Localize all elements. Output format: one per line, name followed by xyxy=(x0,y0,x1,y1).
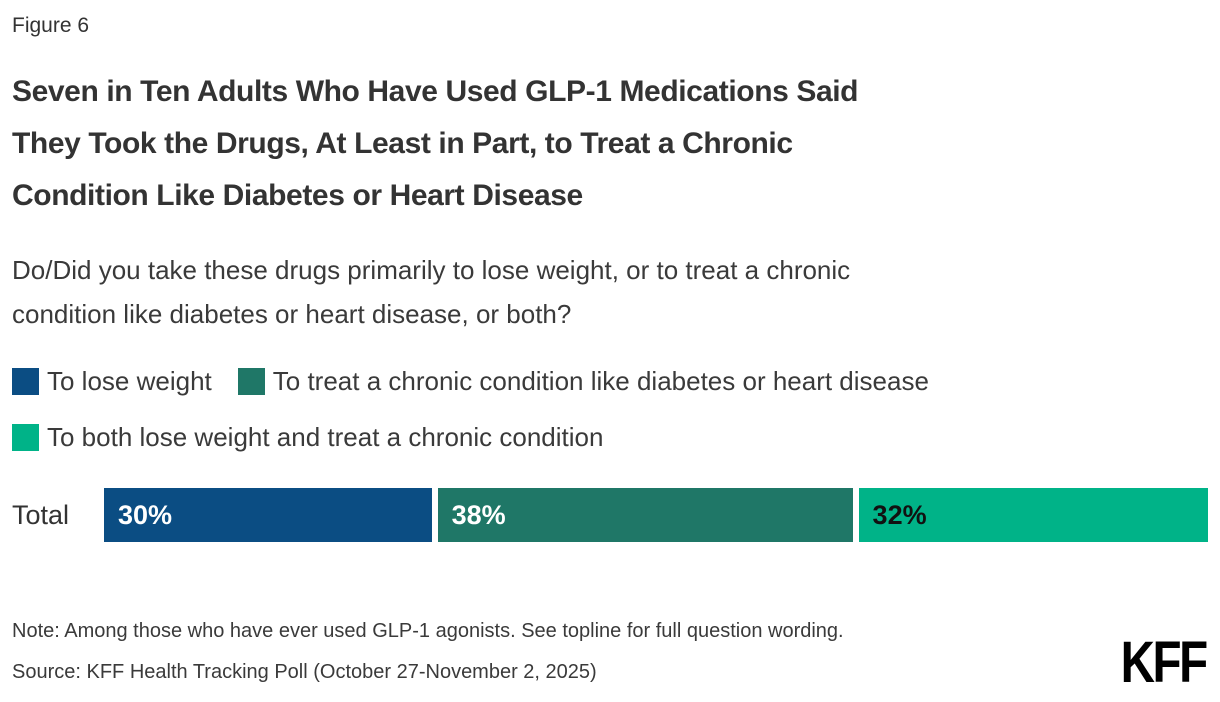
legend-swatch-icon xyxy=(12,367,39,395)
bar-segment: 38% xyxy=(437,488,853,542)
bar-value-label: 30% xyxy=(118,499,173,530)
legend-label: To treat a chronic condition like diabet… xyxy=(272,366,929,396)
bar-row: Total 30% 38% 32% xyxy=(12,488,1208,542)
source-text: Source: KFF Health Tracking Poll (Octobe… xyxy=(12,661,597,683)
legend-label: To both lose weight and treat a chronic … xyxy=(47,422,604,452)
legend-item: To lose weight xyxy=(12,366,212,396)
figure-label: Figure 6 xyxy=(12,14,90,37)
bar-value-label: 38% xyxy=(451,499,506,530)
note-text: Note: Among those who have ever used GLP… xyxy=(12,620,844,642)
stacked-bar: 30% 38% 32% xyxy=(104,488,1208,542)
bar-category-label: Total xyxy=(12,499,70,530)
kff-logo: KFF xyxy=(1120,630,1209,695)
legend-item: To treat a chronic condition like diabet… xyxy=(237,366,929,396)
legend: To lose weight To treat a chronic conditi… xyxy=(12,366,1208,452)
footer: Note: Among those who have ever used GLP… xyxy=(12,618,844,685)
legend-swatch-icon xyxy=(237,367,265,395)
legend-swatch-icon xyxy=(12,423,39,451)
bar-segment: 32% xyxy=(858,488,1208,542)
chart-subtitle: Do/Did you take these drugs primarily to… xyxy=(12,255,851,329)
bar-segment: 30% xyxy=(104,488,432,542)
legend-label: To lose weight xyxy=(47,366,212,396)
legend-item: To both lose weight and treat a chronic … xyxy=(12,422,603,452)
bar-value-label: 32% xyxy=(872,499,927,530)
chart-title: Seven in Ten Adults Who Have Used GLP-1 … xyxy=(12,75,859,212)
